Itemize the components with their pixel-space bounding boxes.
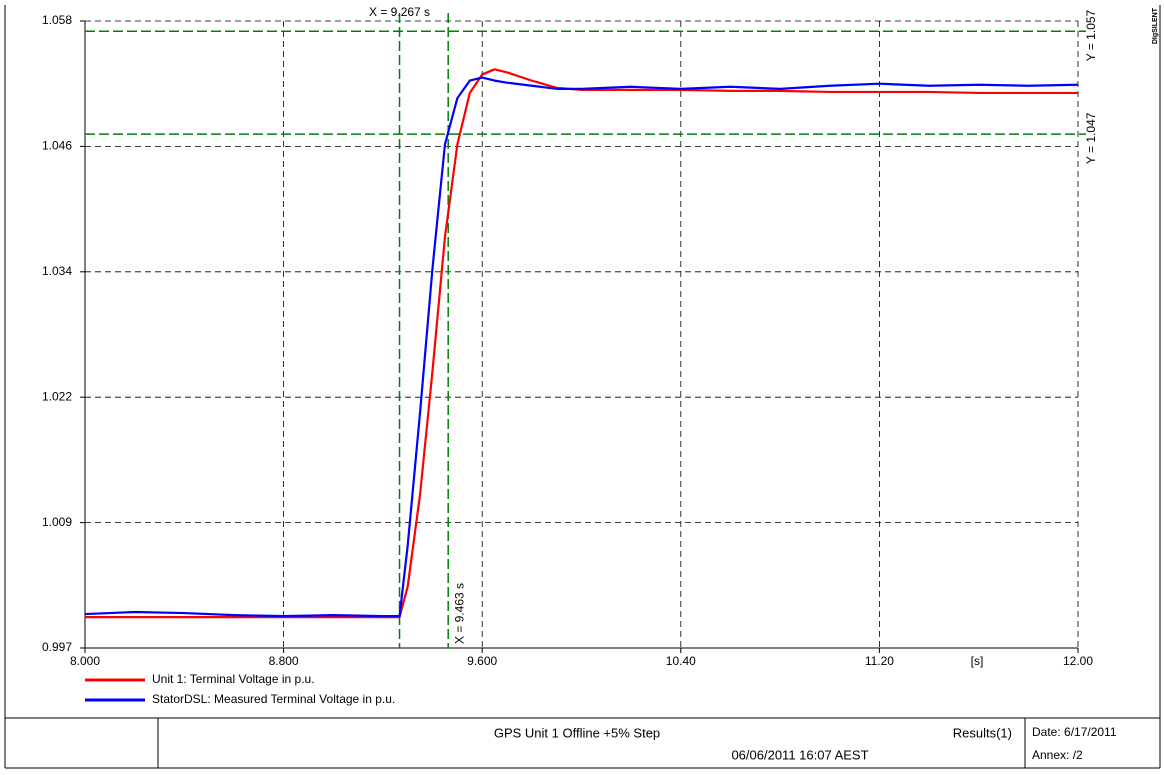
frame: [4, 5, 1161, 769]
footer-results: Results(1): [953, 725, 1012, 740]
y-tick-label: 1.058: [42, 13, 72, 27]
y-tick-label: 1.009: [42, 515, 72, 529]
cursor-label: X = 9.267 s: [369, 5, 430, 19]
y-tick-label: 0.997: [42, 640, 72, 654]
y-tick-label: 1.022: [42, 389, 72, 403]
footer-date: Date: 6/17/2011: [1032, 725, 1117, 739]
x-tick-label: 8.000: [70, 654, 100, 668]
legend-label: StatorDSL: Measured Terminal Voltage in …: [152, 692, 395, 706]
x-tick-label: 10.40: [666, 654, 696, 668]
y-tick-label: 1.046: [42, 139, 72, 153]
legend-label: Unit 1: Terminal Voltage in p.u.: [152, 672, 315, 686]
footer-title: GPS Unit 1 Offline +5% Step: [494, 725, 660, 740]
footer-timestamp: 06/06/2011 16:07 AEST: [731, 747, 868, 762]
x-tick-label: 9.600: [467, 654, 497, 668]
y-tick-label: 1.034: [42, 264, 72, 278]
series-line: [85, 68, 1078, 619]
footer-annex: Annex: /2: [1032, 748, 1083, 762]
cursor-label: Y = 1.057: [1084, 9, 1098, 61]
x-tick-label: 8.800: [269, 654, 299, 668]
x-tick-label: 12.00: [1063, 654, 1093, 668]
x-tick-label: 11.20: [865, 654, 894, 668]
logo: DIgSILENT: [1152, 7, 1159, 44]
cursor-label: X = 9.463 s: [452, 583, 466, 644]
x-axis-label: [s]: [971, 654, 984, 668]
cursor-label: Y = 1.047: [1084, 112, 1098, 164]
series-line: [84, 76, 1079, 618]
